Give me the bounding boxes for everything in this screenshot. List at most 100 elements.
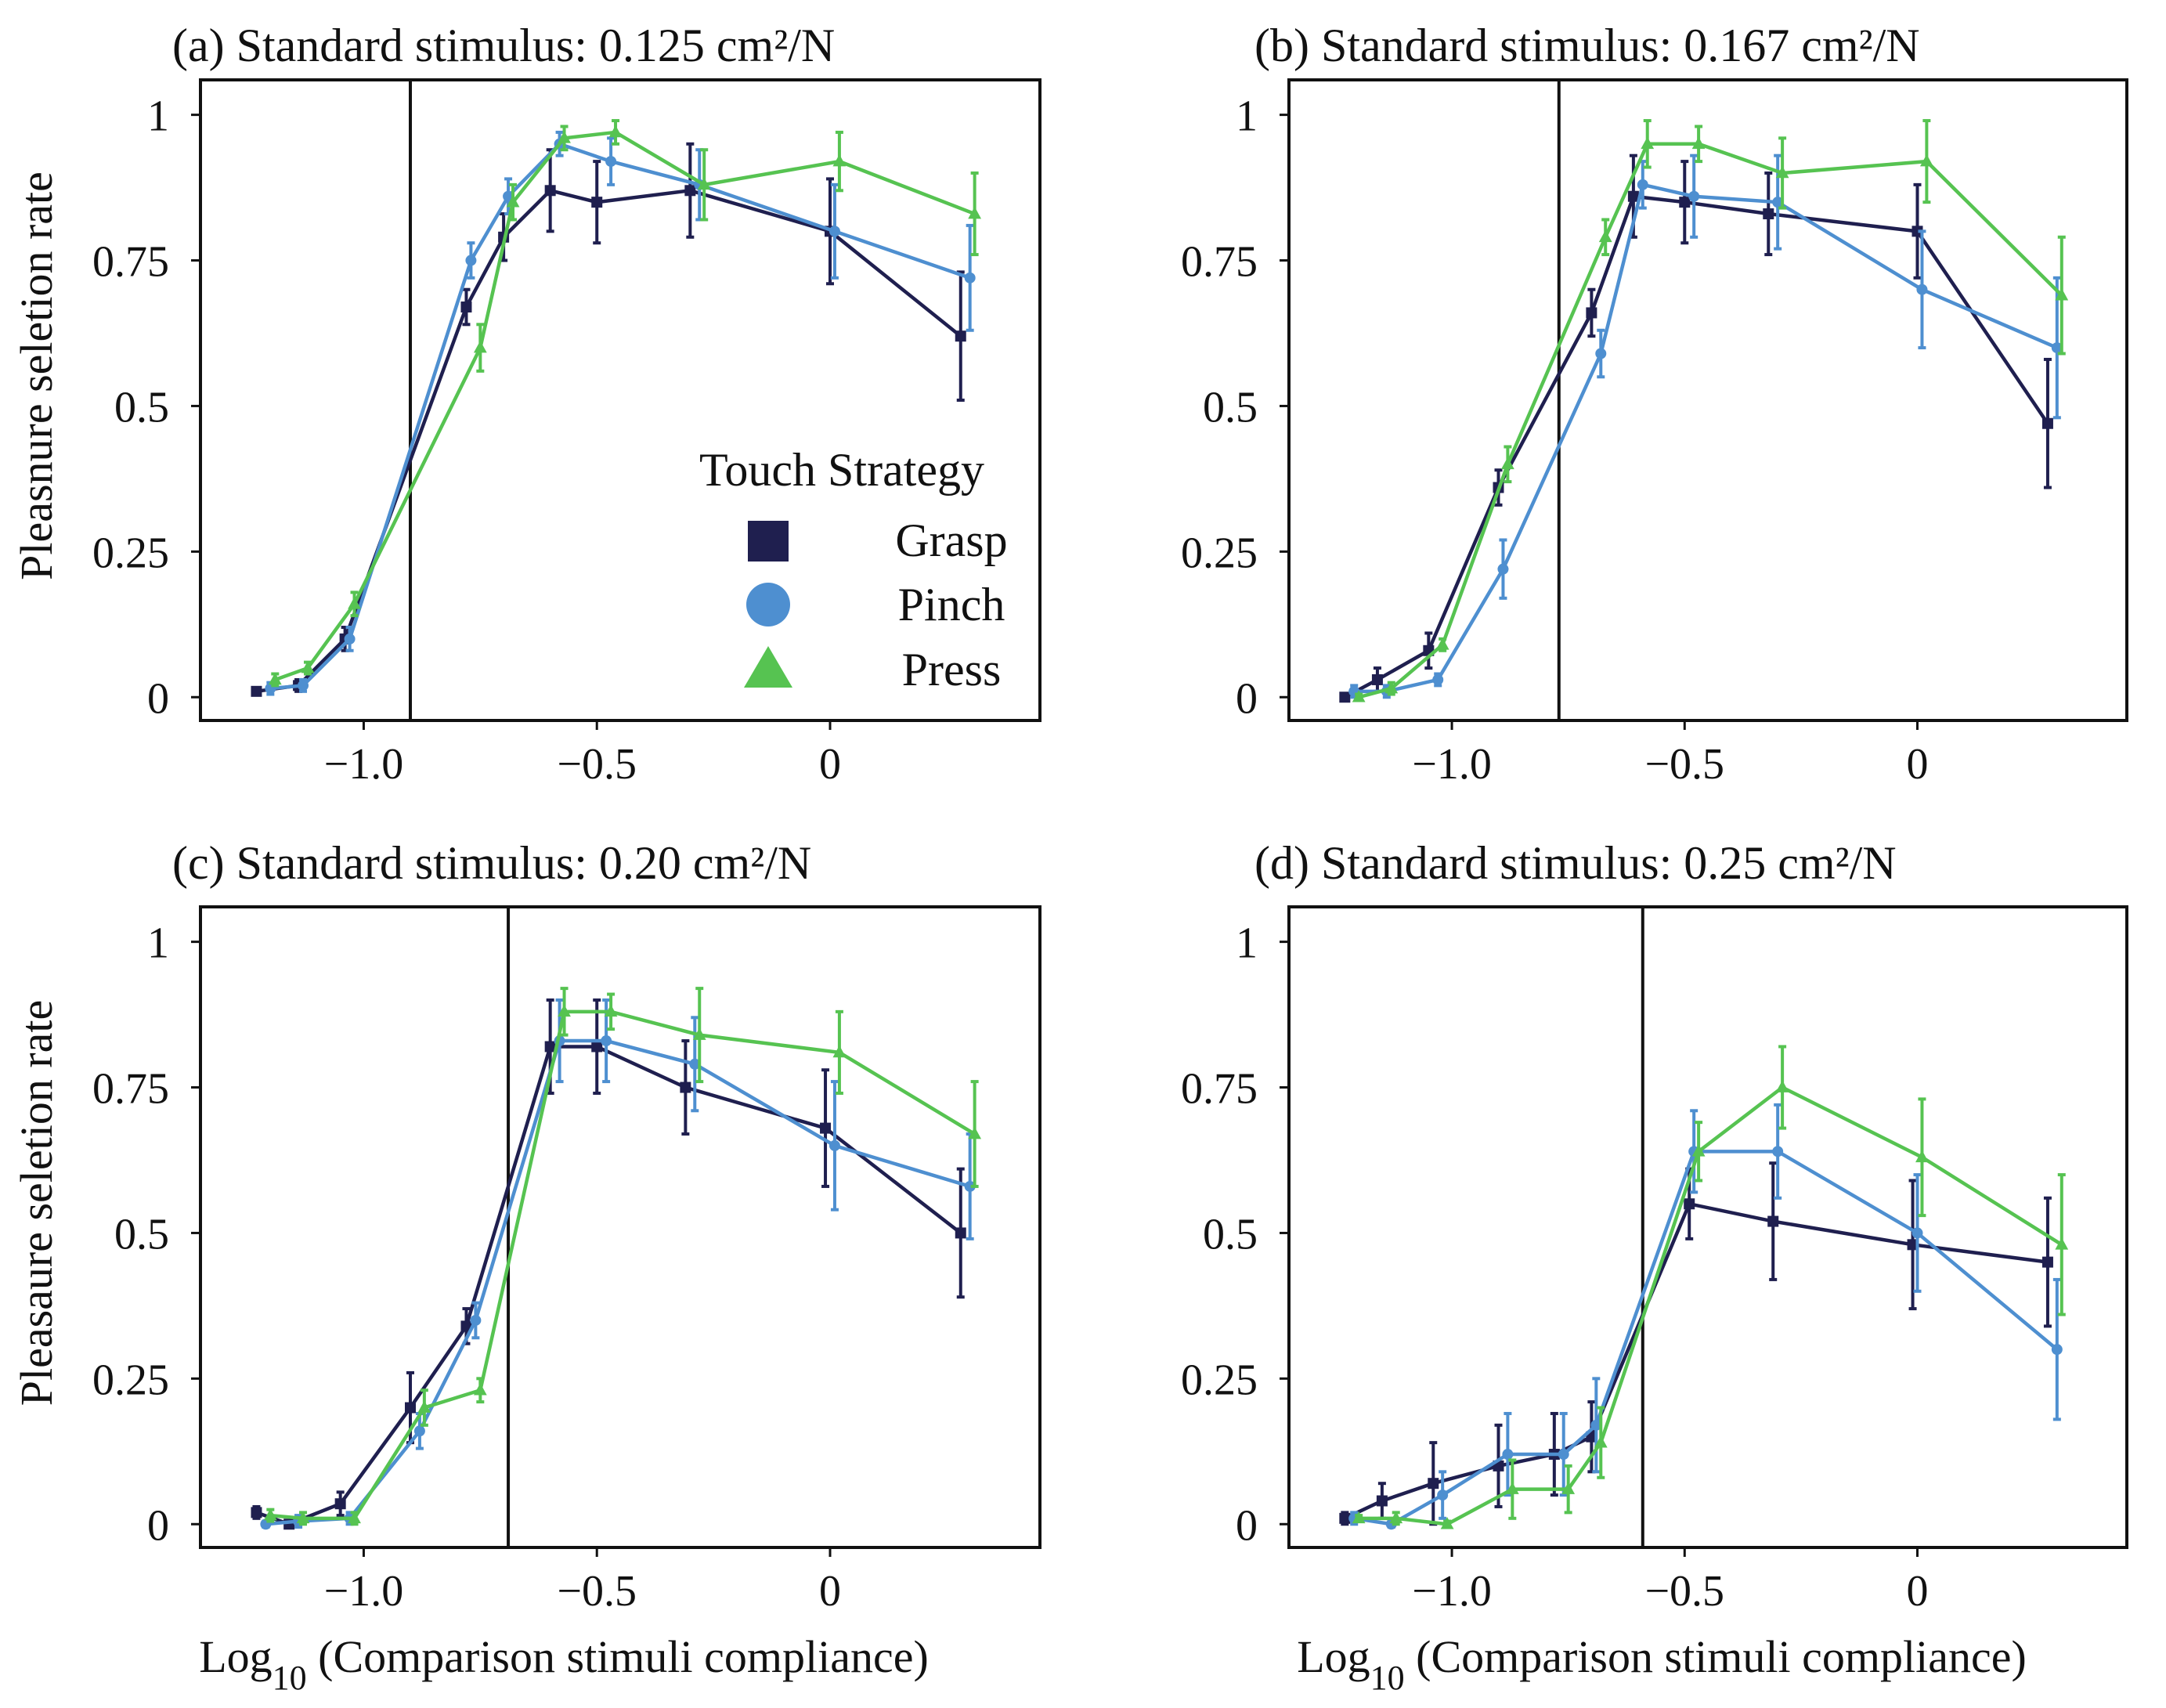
data-point [268,672,282,685]
series-press [1352,119,2069,702]
data-point [1691,1144,1706,1157]
data-point [2055,1237,2069,1250]
data-point [2041,1256,2053,1268]
data-point [348,1511,361,1524]
y-tick-label: 0.75 [1181,238,1258,287]
data-point [1352,690,1366,702]
series-press [1352,1045,2069,1529]
data-point [1637,179,1648,190]
plot-frame [1287,78,2128,722]
data-point [301,660,315,673]
data-point [1598,229,1612,243]
data-point [465,255,477,266]
data-point [955,330,966,342]
data-point [1435,637,1449,650]
data-point [1558,1449,1569,1461]
plot-frame [199,78,1041,722]
y-tick-label: 0.75 [92,238,169,287]
x-axis-label-left: Log10 (Comparison stimuli compliance) [199,1631,929,1697]
plot-frame [1287,905,2128,1549]
series-line [1354,182,2058,694]
series-line [1353,1150,2059,1526]
data-point [558,1004,571,1017]
data-point [832,1045,847,1058]
data-point [1371,673,1383,685]
data-point [689,1058,701,1070]
y-tick-label: 0.25 [92,529,169,577]
data-point [1688,190,1700,202]
data-point [1428,1478,1439,1490]
x-tick-label: 0 [1907,1567,1929,1616]
series-press [268,119,982,688]
data-point [1679,197,1691,208]
data-point [964,1180,976,1192]
y-axis-label: Pleasnure seletion rate [11,172,62,580]
y-tick-label: 0 [1236,674,1258,723]
data-point [544,185,556,197]
x-axis-label-right: Log10 (Comparison stimuli compliance) [1297,1631,2027,1697]
series-press [263,987,982,1526]
data-point [460,302,472,313]
y-tick-label: 1 [1236,919,1258,968]
data-point [558,131,571,143]
data-point [1384,681,1399,694]
data-point [1916,283,1928,295]
data-point [506,195,520,208]
data-point [1440,1517,1454,1529]
y-tick-label: 0 [1236,1501,1258,1550]
data-point [1772,1146,1784,1157]
data-point [1389,1511,1403,1524]
data-point [1595,348,1607,359]
y-tick-label: 1 [1236,92,1258,141]
data-point [684,185,696,197]
series-line [270,1009,976,1521]
y-tick-label: 0 [147,674,169,723]
x-tick-label: 0 [819,740,841,789]
panel-c: (c) Standard stimulus: 0.20 cm²/N 0 0.25 0.… [11,837,1041,1616]
data-point [298,680,309,692]
series-pinch [260,998,976,1530]
series-line [270,142,971,691]
data-point [1432,673,1444,685]
data-point [964,272,976,283]
x-tick-label: −0.5 [1644,740,1724,789]
data-point [460,1320,472,1332]
series-line [255,1045,962,1526]
x-tick-label: −1.0 [324,740,404,789]
data-point [591,1041,603,1053]
data-point [1339,692,1351,703]
panel-b: (b) Standard stimulus: 0.167 cm²/N 0 0.25 0… [1181,20,2128,789]
x-tick-label: −0.5 [1644,1567,1724,1616]
data-point [1500,457,1514,470]
y-tick-label: 0.75 [1181,1065,1258,1114]
legend-label-pinch: Pinch [898,579,1005,630]
data-point [470,1314,482,1326]
x-tick-label: −1.0 [324,1567,404,1616]
y-tick-label: 0.5 [1203,1210,1258,1258]
data-point [413,1425,425,1437]
data-point [828,1139,840,1151]
series-pinch [265,130,976,696]
data-point [1767,1215,1779,1227]
data-point [263,1508,277,1521]
data-point [2051,1344,2063,1356]
legend-label-press: Press [902,644,1002,695]
data-point [820,1122,832,1134]
data-point [1763,208,1774,220]
data-point [1339,1512,1351,1524]
y-axis-label: Pleasaure seletion rate [11,1000,62,1406]
legend-marker-pinch [746,583,790,627]
y-tick-label: 0.25 [92,1356,169,1404]
data-point [417,1400,431,1413]
data-point [828,226,840,237]
series-grasp [251,998,966,1530]
data-point [1505,1482,1519,1494]
data-point [1911,1227,1923,1239]
data-point [955,1227,966,1239]
x-tick-label: 0 [1907,740,1929,789]
data-point [2051,342,2063,354]
legend-title: Touch Strategy [699,444,984,496]
x-tick-label: 0 [819,1567,841,1616]
legend-label-grasp: Grasp [895,515,1007,566]
